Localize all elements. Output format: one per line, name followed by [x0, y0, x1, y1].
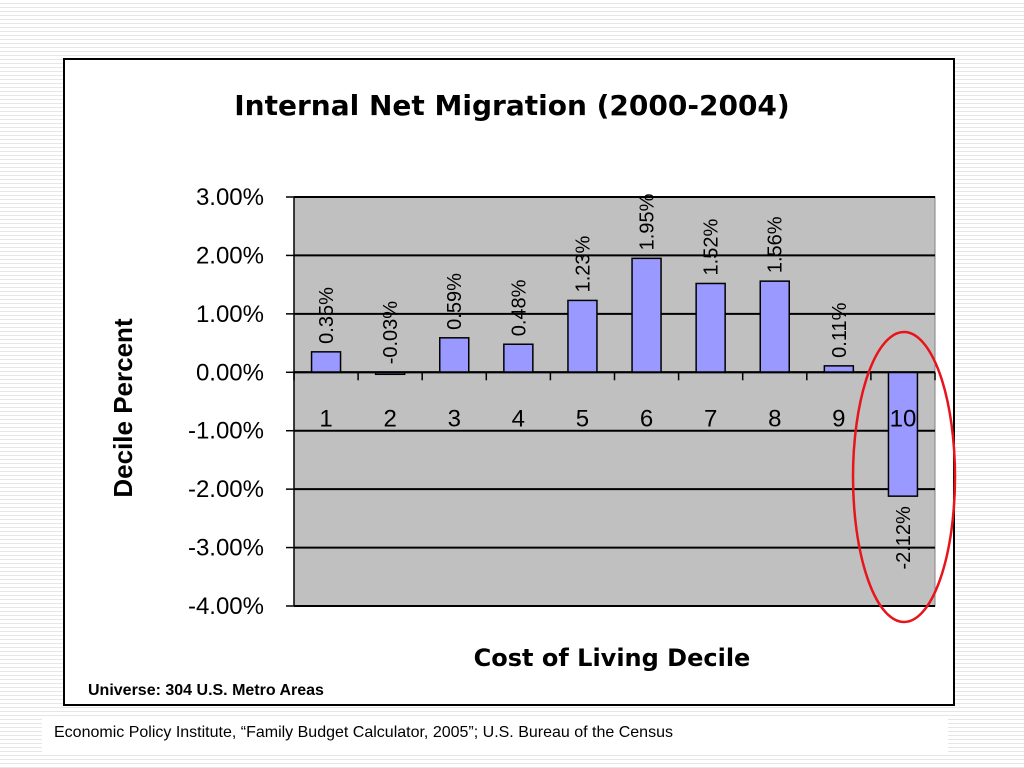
category-label: 10: [890, 405, 917, 432]
category-label: 1: [319, 405, 332, 432]
x-axis-label: Cost of Living Decile: [474, 644, 751, 672]
bar: [567, 299, 598, 374]
data-label: 0.59%: [444, 273, 466, 330]
data-label: 1.95%: [637, 193, 659, 250]
bar: [759, 280, 790, 374]
bar: [631, 257, 662, 374]
data-labels: 0.35% -0.03% 0.59% 0.48% 1.23% 1.95% 1.52% 1.56…: [316, 193, 915, 569]
x-axis: [293, 371, 936, 381]
category-label: 8: [768, 405, 781, 432]
category-label: 3: [448, 405, 461, 432]
y-axis-label: Decile Percent: [108, 318, 138, 498]
data-label: -0.03%: [380, 301, 402, 365]
universe-note: Universe: 304 U.S. Metro Areas: [88, 682, 324, 699]
source-citation: Economic Policy Institute, “Family Budge…: [42, 716, 948, 752]
data-label: 1.23%: [572, 235, 594, 292]
y-tick-label: -4.00%: [188, 593, 264, 620]
bar: [310, 351, 342, 374]
y-tick-label: -1.00%: [188, 418, 264, 445]
y-tick-label: 2.00%: [196, 242, 264, 269]
bar: [503, 343, 534, 374]
chart-title: Internal Net Migration (2000-2004): [234, 89, 789, 122]
category-label: 5: [576, 405, 589, 432]
source-text: Economic Policy Institute, “Family Budge…: [54, 724, 673, 741]
category-label: 7: [704, 405, 717, 432]
data-label: 1.56%: [765, 216, 787, 273]
data-label: 1.52%: [701, 219, 723, 276]
highlight-ellipse: [851, 330, 957, 624]
data-label: 0.48%: [508, 279, 530, 336]
category-label: 9: [832, 405, 845, 432]
category-label: 4: [512, 405, 525, 432]
data-label: -2.12%: [893, 506, 915, 570]
category-labels: 1 2 3 4 5 6 7 8 9 10: [319, 405, 916, 432]
y-tick-label: 3.00%: [196, 184, 264, 211]
y-tick-label: -3.00%: [188, 535, 264, 562]
bar: [439, 337, 470, 374]
bar: [887, 371, 919, 497]
bar: [695, 282, 726, 374]
y-tick-label: 0.00%: [196, 359, 264, 386]
gridlines: [294, 196, 935, 607]
y-axis-ticks: 3.00% 2.00% 1.00% 0.00% -1.00% -2.00% -3.00% -4…: [188, 184, 295, 620]
data-label: 0.11%: [829, 302, 851, 357]
y-tick-label: 1.00%: [196, 301, 264, 328]
y-tick-label: -2.00%: [188, 476, 264, 503]
plot-area: [293, 196, 936, 607]
category-label: 2: [383, 405, 396, 432]
category-label: 6: [640, 405, 653, 432]
data-label: 0.35%: [316, 287, 338, 344]
